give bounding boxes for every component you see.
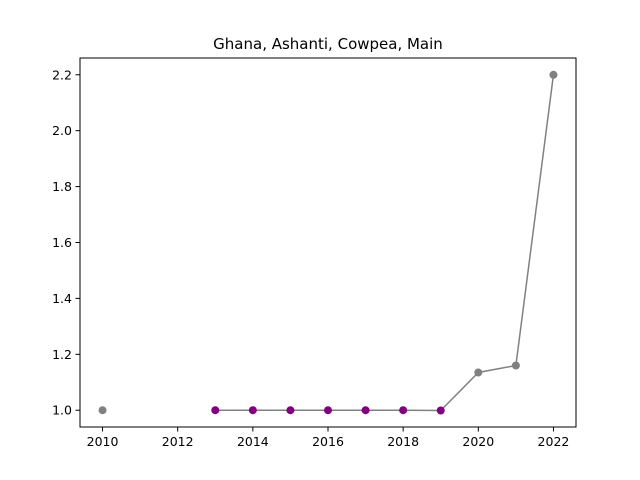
- y-tick-label: 1.0: [52, 403, 72, 418]
- plot-area: [98, 70, 558, 415]
- y-tick-label: 1.2: [52, 347, 72, 362]
- y-tick-label: 2.2: [52, 67, 72, 82]
- x-tick-label: 2010: [87, 434, 119, 449]
- x-tick-label: 2016: [312, 434, 344, 449]
- y-tick-label: 1.8: [52, 179, 72, 194]
- data-point: [98, 406, 107, 415]
- data-point: [549, 70, 558, 79]
- data-point: [361, 406, 370, 415]
- x-tick-label: 2018: [387, 434, 419, 449]
- x-tick-label: 2012: [162, 434, 194, 449]
- x-tick-label: 2020: [462, 434, 494, 449]
- x-tick-label: 2014: [237, 434, 269, 449]
- data-point: [324, 406, 332, 415]
- data-point: [436, 406, 445, 415]
- data-point: [211, 406, 220, 415]
- y-tick-label: 2.0: [52, 123, 72, 138]
- data-point: [286, 406, 295, 415]
- series-line: [215, 74, 555, 412]
- data-point: [248, 406, 257, 415]
- x-tick-label: 2022: [538, 434, 570, 449]
- data-point: [511, 361, 520, 370]
- data-point: [399, 406, 408, 415]
- data-point: [474, 368, 483, 377]
- chart-title: Ghana, Ashanti, Cowpea, Main: [213, 35, 443, 53]
- y-tick-label: 1.6: [52, 235, 72, 250]
- y-tick-label: 1.4: [52, 291, 72, 306]
